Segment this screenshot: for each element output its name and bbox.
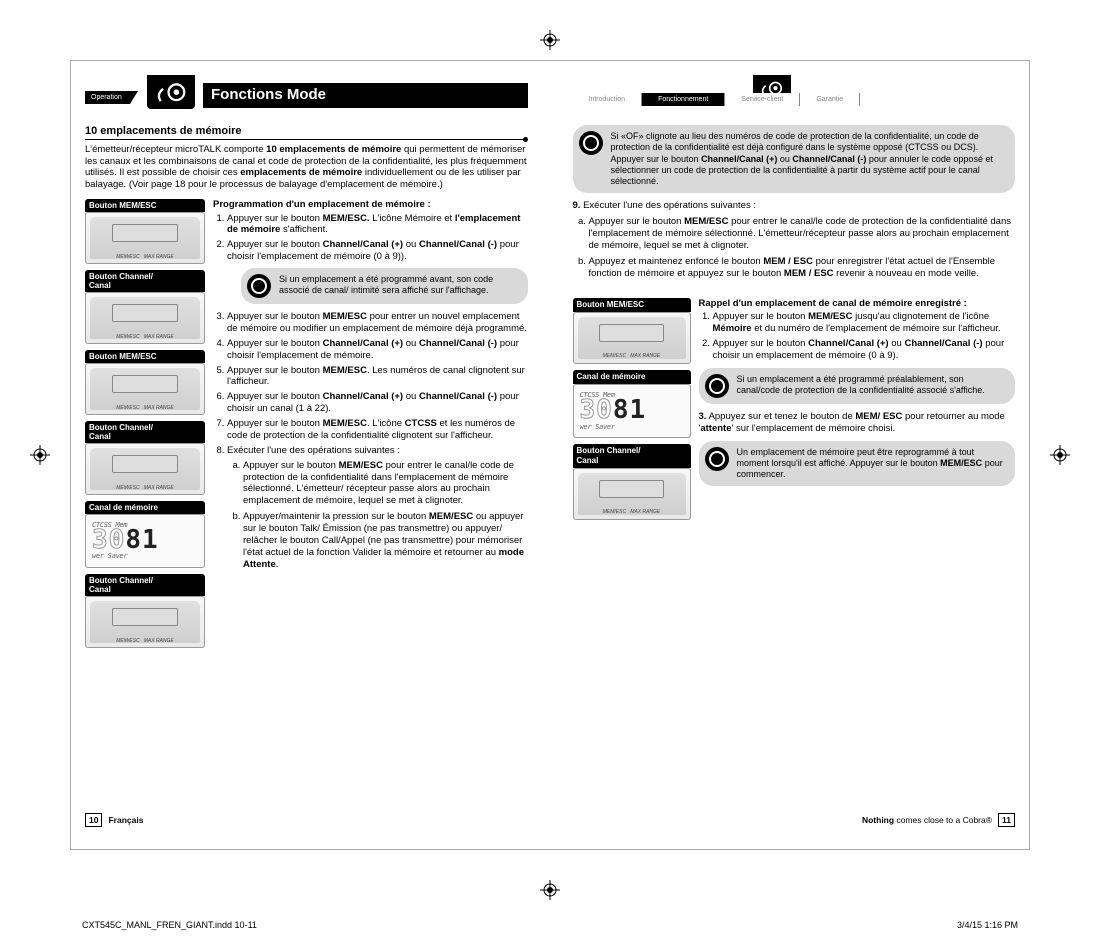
image-column-left: Bouton MEM/ESCMEM/ESC MAX RANGEBouton Ch… — [85, 199, 205, 654]
footer-right: Nothing comes close to a Cobra® 11 — [862, 813, 1015, 827]
step-9: 9. Exécuter l'une des opérations suivant… — [573, 200, 1016, 212]
lcd-screen-mock: CTCSS Mem3081wer Saver — [573, 384, 691, 438]
page-number-left: 10 — [85, 813, 102, 827]
nav-tab-service-client: Service-client — [725, 93, 800, 106]
left-body-columns: Bouton MEM/ESCMEM/ESC MAX RANGEBouton Ch… — [85, 199, 528, 654]
nav-tab-introduction: Introduction — [573, 93, 643, 106]
device-mock: MEM/ESC MAX RANGE — [85, 443, 205, 495]
recall-note: Si un emplacement a été programmé préala… — [699, 368, 1016, 404]
note-content: Si un emplacement a été programmé préala… — [737, 374, 1006, 397]
registration-mark-top — [540, 30, 560, 50]
image-label: Canal de mémoire — [85, 501, 205, 514]
image-label: Bouton MEM/ESC — [85, 350, 205, 363]
device-mock: MEM/ESC MAX RANGE — [85, 596, 205, 648]
operation-tab: Operation — [85, 91, 130, 104]
sub-step-item: Appuyer sur le bouton MEM/ESC pour entre… — [589, 216, 1016, 252]
note-top: Si «OF» clignote au lieu des numéros de … — [573, 125, 1016, 193]
device-mock: MEM/ESC MAX RANGE — [85, 363, 205, 415]
bottom-note: Un emplacement de mémoire peut être repr… — [699, 441, 1016, 487]
step-item: Exécuter l'une des opérations suivantes … — [227, 445, 528, 571]
footer-tag: Nothing comes close to a Cobra® — [862, 815, 992, 825]
step-8-sub: Appuyer sur le bouton MEM/ESC pour entre… — [227, 460, 528, 571]
device-mock: MEM/ESC MAX RANGE — [85, 212, 205, 264]
page-number-right: 11 — [998, 813, 1015, 827]
right-body: Si «OF» clignote au lieu des numéros de … — [573, 125, 1016, 526]
note-icon — [247, 274, 271, 298]
note-icon — [705, 447, 729, 471]
print-filename: CXT545C_MANL_FREN_GIANT.indd 10-11 — [82, 920, 257, 930]
footer-left: 10 Français — [85, 813, 143, 827]
right-page: IntroductionFonctionnementService-client… — [573, 75, 1016, 835]
intro-paragraph: L'émetteur/récepteur microTALK comporte … — [85, 144, 528, 191]
image-label: Bouton Channel/ Canal — [85, 270, 205, 292]
image-label: Bouton MEM/ESC — [85, 199, 205, 212]
print-timestamp: 3/4/15 1:16 PM — [957, 920, 1018, 930]
note-icon — [705, 374, 729, 398]
recall-step-3: 3. Appuyez sur et tenez le bouton de MEM… — [699, 411, 1016, 435]
image-label: Canal de mémoire — [573, 370, 691, 384]
recall-steps: Appuyer sur le bouton MEM/ESC jusqu'au c… — [699, 311, 1016, 362]
note-content: Si «OF» clignote au lieu des numéros de … — [611, 131, 1006, 187]
programming-steps: Appuyer sur le bouton MEM/ESC. L'icône M… — [213, 213, 528, 571]
programming-heading: Programmation d'un emplacement de mémoir… — [213, 199, 528, 211]
sub-step-item: Appuyez et maintenez enfoncé le bouton M… — [589, 256, 1016, 280]
step-item: Appuyer sur le bouton Channel/Canal (+) … — [227, 391, 528, 415]
nav-tab-garantie: Garantie — [800, 93, 860, 106]
device-mock: MEM/ESC MAX RANGE — [85, 292, 205, 344]
lcd-screen-mock: CTCSS Mem3081wer Saver — [85, 514, 205, 568]
registration-mark-left — [30, 445, 50, 465]
footer-lang: Français — [108, 815, 143, 825]
print-info: CXT545C_MANL_FREN_GIANT.indd 10-11 3/4/1… — [82, 920, 1018, 930]
sub-step-item: Appuyer/maintenir la pression sur le bou… — [243, 511, 528, 570]
note-icon — [579, 131, 603, 155]
recall-step-item: Appuyer sur le bouton Channel/Canal (+) … — [713, 338, 1016, 362]
image-label: Bouton Channel/ Canal — [573, 444, 691, 468]
content-spread: Operation Fonctions Mode 10 emplacements… — [85, 75, 1015, 835]
image-label: Bouton MEM/ESC — [573, 298, 691, 312]
image-label: Bouton Channel/ Canal — [85, 421, 205, 443]
nav-tab-fonctionnement: Fonctionnement — [642, 93, 725, 106]
page-title: Fonctions Mode — [203, 83, 528, 108]
text-column-left: Programmation d'un emplacement de mémoir… — [213, 199, 528, 654]
recall-heading: Rappel d'un emplacement de canal de mémo… — [699, 298, 1016, 310]
step-item: Appuyer sur le bouton Channel/Canal (+) … — [227, 338, 528, 362]
image-column-right: Bouton MEM/ESCMEM/ESC MAX RANGECanal de … — [573, 298, 691, 526]
device-mock: MEM/ESC MAX RANGE — [573, 468, 691, 520]
recall-step-item: Appuyer sur le bouton MEM/ESC jusqu'au c… — [713, 311, 1016, 335]
device-mock: MEM/ESC MAX RANGE — [573, 312, 691, 364]
recall-columns: Bouton MEM/ESCMEM/ESC MAX RANGECanal de … — [573, 298, 1016, 526]
step-item: Appuyer sur le bouton MEM/ESC. L'icône C… — [227, 418, 528, 442]
note-content: Si un emplacement a été programmé avant,… — [279, 274, 518, 297]
step-item: Appuyer sur le bouton MEM/ESC. Les numér… — [227, 365, 528, 389]
image-label: Bouton Channel/ Canal — [85, 574, 205, 596]
note-content: Un emplacement de mémoire peut être repr… — [737, 447, 1006, 481]
header-right: IntroductionFonctionnementService-client… — [573, 75, 1016, 115]
left-page: Operation Fonctions Mode 10 emplacements… — [85, 75, 528, 835]
recall-text-col: Rappel d'un emplacement de canal de mémo… — [699, 298, 1016, 526]
step-9-sub: Appuyer sur le bouton MEM/ESC pour entre… — [573, 216, 1016, 279]
inline-note: Si un emplacement a été programmé avant,… — [241, 268, 528, 304]
registration-mark-right — [1050, 445, 1070, 465]
step-item: Appuyer sur le bouton Channel/Canal (+) … — [227, 239, 528, 263]
nav-tabs: IntroductionFonctionnementService-client… — [573, 93, 861, 106]
header-left: Operation Fonctions Mode — [85, 75, 528, 115]
step-item: Appuyer sur le bouton MEM/ESC. L'icône M… — [227, 213, 528, 237]
sub-step-item: Appuyer sur le bouton MEM/ESC pour entre… — [243, 460, 528, 508]
step-item: Appuyer sur le bouton MEM/ESC pour entre… — [227, 311, 528, 335]
registration-mark-bottom — [540, 880, 560, 900]
section-heading: 10 emplacements de mémoire — [85, 125, 528, 140]
brand-logo — [147, 75, 195, 109]
